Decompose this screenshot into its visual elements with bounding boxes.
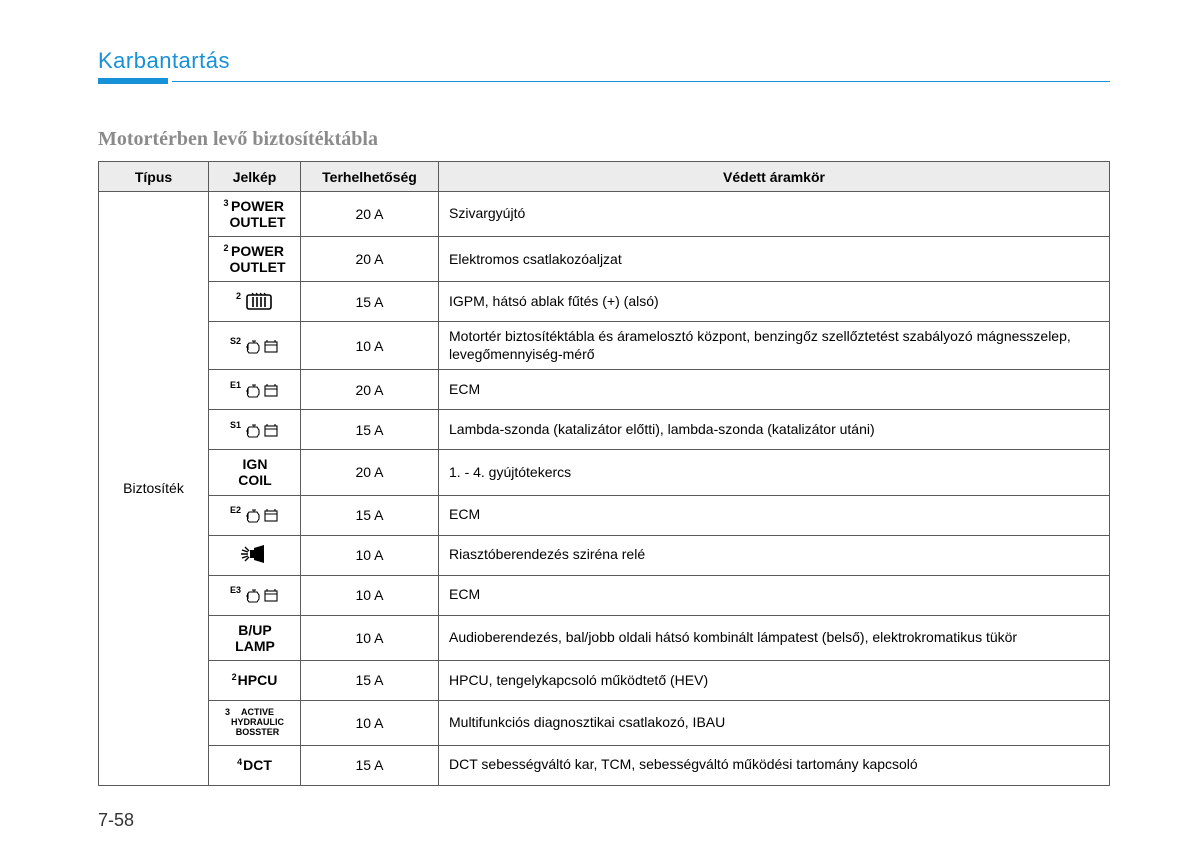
symbol-cell	[209, 535, 301, 575]
table-row: E215 AECM	[99, 495, 1110, 535]
desc-cell: Szivargyújtó	[439, 192, 1110, 237]
rating-cell: 10 A	[301, 615, 439, 660]
rating-cell: 15 A	[301, 745, 439, 785]
rating-cell: 15 A	[301, 282, 439, 322]
desc-cell: IGPM, hátsó ablak fűtés (+) (alsó)	[439, 282, 1110, 322]
table-row: 3ACTIVEHYDRAULICBOSSTER10 AMultifunkciós…	[99, 700, 1110, 745]
col-rating: Terhelhetőség	[301, 162, 439, 192]
table-row: Biztosíték3POWEROUTLET20 ASzivargyújtó	[99, 192, 1110, 237]
rating-cell: 10 A	[301, 322, 439, 370]
symbol-cell: 3POWEROUTLET	[209, 192, 301, 237]
type-cell: Biztosíték	[99, 192, 209, 786]
symbol-cell: 2HPCU	[209, 660, 301, 700]
desc-cell: HPCU, tengelykapcsoló működtető (HEV)	[439, 660, 1110, 700]
desc-cell: ECM	[439, 575, 1110, 615]
fuse-table: Típus Jelkép Terhelhetőség Védett áramkö…	[98, 161, 1110, 786]
table-row: IGNCOIL20 A1. - 4. gyújtótekercs	[99, 450, 1110, 495]
symbol-cell: 2POWEROUTLET	[209, 237, 301, 282]
symbol-cell: 4DCT	[209, 745, 301, 785]
rating-cell: 10 A	[301, 575, 439, 615]
desc-cell: DCT sebességváltó kar, TCM, sebességvált…	[439, 745, 1110, 785]
symbol-cell: E3	[209, 575, 301, 615]
rating-cell: 20 A	[301, 192, 439, 237]
rating-cell: 15 A	[301, 660, 439, 700]
col-type: Típus	[99, 162, 209, 192]
page-number: 7-58	[98, 810, 134, 831]
desc-cell: Lambda-szonda (katalizátor előtti), lamb…	[439, 410, 1110, 450]
table-row: S115 ALambda-szonda (katalizátor előtti)…	[99, 410, 1110, 450]
header-rule	[98, 78, 1110, 84]
table-row: 215 AIGPM, hátsó ablak fűtés (+) (alsó)	[99, 282, 1110, 322]
table-row: 10 ARiasztóberendezés sziréna relé	[99, 535, 1110, 575]
col-circuit: Védett áramkör	[439, 162, 1110, 192]
desc-cell: Multifunkciós diagnosztikai csatlakozó, …	[439, 700, 1110, 745]
table-row: E120 AECM	[99, 370, 1110, 410]
rating-cell: 15 A	[301, 410, 439, 450]
symbol-cell: B/UPLAMP	[209, 615, 301, 660]
table-header-row: Típus Jelkép Terhelhetőség Védett áramkö…	[99, 162, 1110, 192]
rating-cell: 15 A	[301, 495, 439, 535]
rating-cell: 20 A	[301, 370, 439, 410]
col-symbol: Jelkép	[209, 162, 301, 192]
desc-cell: 1. - 4. gyújtótekercs	[439, 450, 1110, 495]
rating-cell: 10 A	[301, 535, 439, 575]
symbol-cell: IGNCOIL	[209, 450, 301, 495]
table-row: 2HPCU15 AHPCU, tengelykapcsoló működtető…	[99, 660, 1110, 700]
symbol-cell: 2	[209, 282, 301, 322]
page-subtitle: Motortérben levő biztosítéktábla	[98, 128, 1110, 151]
symbol-cell: E2	[209, 495, 301, 535]
rating-cell: 20 A	[301, 237, 439, 282]
desc-cell: Elektromos csatlakozóaljzat	[439, 237, 1110, 282]
table-row: B/UPLAMP10 AAudioberendezés, bal/jobb ol…	[99, 615, 1110, 660]
desc-cell: ECM	[439, 370, 1110, 410]
desc-cell: Audioberendezés, bal/jobb oldali hátsó k…	[439, 615, 1110, 660]
rating-cell: 20 A	[301, 450, 439, 495]
section-header: Karbantartás	[98, 48, 1110, 74]
desc-cell: Motortér biztosítéktábla és áramelosztó …	[439, 322, 1110, 370]
rating-cell: 10 A	[301, 700, 439, 745]
symbol-cell: S1	[209, 410, 301, 450]
desc-cell: Riasztóberendezés sziréna relé	[439, 535, 1110, 575]
table-row: 4DCT15 ADCT sebességváltó kar, TCM, sebe…	[99, 745, 1110, 785]
symbol-cell: E1	[209, 370, 301, 410]
symbol-cell: 3ACTIVEHYDRAULICBOSSTER	[209, 700, 301, 745]
symbol-cell: S2	[209, 322, 301, 370]
desc-cell: ECM	[439, 495, 1110, 535]
table-row: S210 AMotortér biztosítéktábla és áramel…	[99, 322, 1110, 370]
table-row: 2POWEROUTLET20 AElektromos csatlakozóalj…	[99, 237, 1110, 282]
table-row: E310 AECM	[99, 575, 1110, 615]
